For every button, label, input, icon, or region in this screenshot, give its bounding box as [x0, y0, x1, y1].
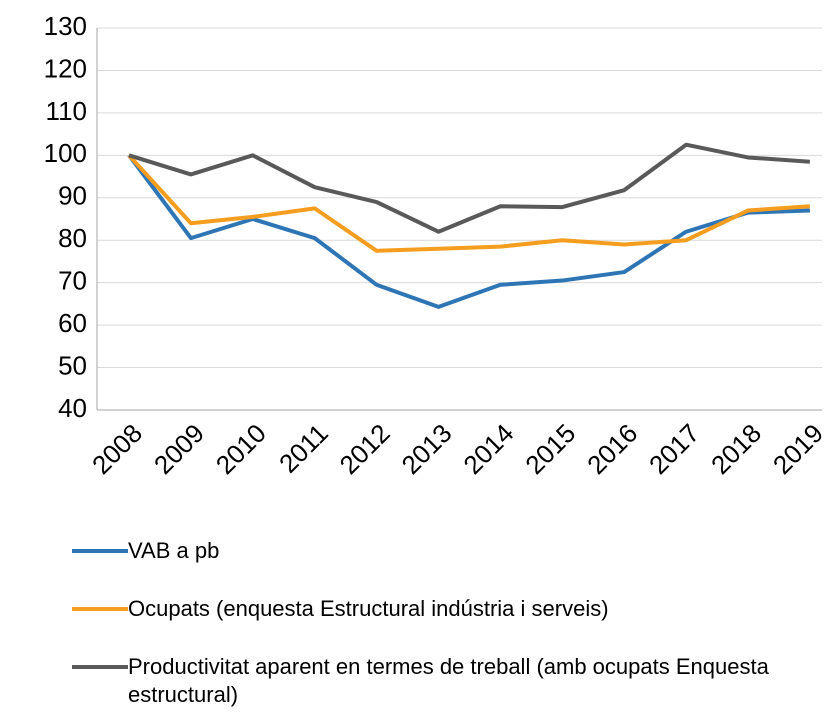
- y-tick-label: 120: [44, 53, 87, 83]
- x-tick-label: 2011: [273, 418, 334, 479]
- y-tick-label: 130: [44, 11, 87, 41]
- x-tick-label: 2013: [395, 418, 457, 480]
- legend-entry: Ocupats (enquesta Estructural indústria …: [72, 595, 818, 623]
- y-tick-label: 60: [58, 308, 87, 338]
- legend-swatch: [72, 665, 128, 669]
- y-tick-label: 40: [58, 393, 87, 423]
- y-tick-label: 70: [58, 266, 87, 296]
- legend-label: VAB a pb: [128, 538, 220, 563]
- x-tick-label: 2010: [210, 418, 272, 480]
- x-tick-label: 2012: [334, 418, 396, 480]
- y-tick-label: 110: [46, 96, 87, 126]
- x-tick-label: 2017: [643, 418, 705, 480]
- legend-entry: VAB a pb: [72, 537, 818, 565]
- legend-entry: Productivitat aparent en termes de treba…: [72, 653, 818, 709]
- legend-swatch: [72, 549, 128, 553]
- series-line: [127, 154, 810, 309]
- x-tick-label: 2014: [457, 418, 519, 480]
- x-tick-label: 2015: [519, 418, 581, 480]
- y-tick-label: 50: [58, 350, 87, 380]
- x-tick-label: 2016: [581, 418, 643, 480]
- series-line: [128, 142, 811, 234]
- y-tick-label: 100: [44, 138, 87, 168]
- legend-swatch: [72, 607, 128, 611]
- y-tick-label: 90: [58, 181, 87, 211]
- y-tick-label: 80: [58, 223, 87, 253]
- x-tick-label: 2008: [86, 418, 148, 480]
- x-tick-label: 2019: [767, 418, 825, 480]
- legend-label: Ocupats (enquesta Estructural indústria …: [128, 596, 609, 621]
- series-line: [127, 153, 811, 253]
- legend-label: Productivitat aparent en termes de treba…: [128, 654, 769, 707]
- x-tick-label: 2018: [705, 418, 767, 480]
- x-tick-label: 2009: [148, 418, 210, 480]
